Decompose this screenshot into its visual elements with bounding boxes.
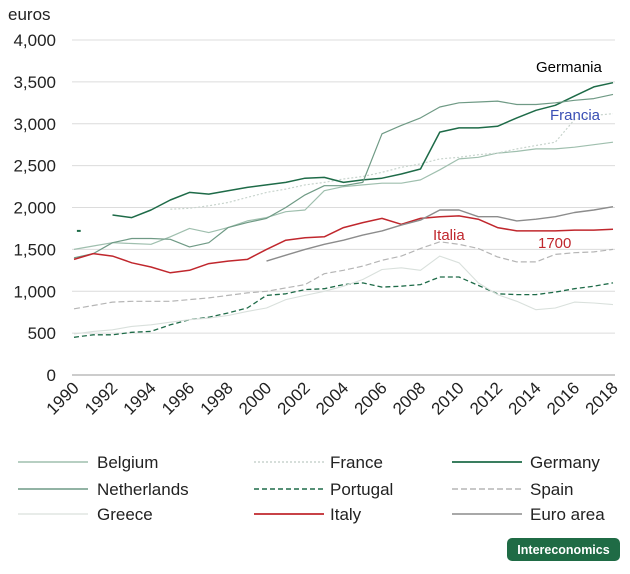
y-tick-label: 4,000	[13, 31, 56, 50]
series-line-netherlands	[73, 93, 614, 259]
legend-label: Portugal	[330, 480, 393, 499]
brand-badge: Intereconomics	[507, 538, 620, 561]
y-tick-label: 500	[28, 324, 56, 343]
y-axis-label: euros	[8, 5, 51, 24]
legend: Belgium France Germany Netherlands Portugal S…	[18, 453, 605, 524]
legend-label: Italy	[330, 505, 362, 524]
annotation-label: Germania	[536, 59, 603, 76]
x-tick-label: 1998	[197, 378, 237, 418]
x-axis-tick-labels: 1990199219941996199820002002200420062008…	[43, 378, 622, 418]
x-tick-label: 2008	[389, 378, 429, 418]
legend-label: Belgium	[97, 453, 158, 472]
x-tick-label: 2010	[428, 378, 468, 418]
y-tick-label: 1,500	[13, 240, 56, 259]
x-tick-label: 1992	[81, 378, 121, 418]
x-tick-label: 2012	[466, 378, 506, 418]
series-line-portugal	[73, 276, 614, 338]
legend-label: Euro area	[530, 505, 605, 524]
legend-label: Netherlands	[97, 480, 189, 499]
series-line-euro-area	[266, 206, 614, 262]
series-line-spain	[73, 241, 614, 310]
series-line-germany	[112, 81, 614, 219]
x-tick-label: 2016	[543, 378, 583, 418]
annotation-label: Italia	[433, 227, 465, 244]
x-tick-label: 2004	[312, 378, 352, 418]
annotation-label: 1700	[538, 235, 571, 252]
legend-label: Germany	[530, 453, 600, 472]
gridlines	[72, 39, 615, 376]
series-line-greece	[73, 255, 614, 335]
y-tick-label: 0	[47, 366, 56, 385]
series-line-france	[170, 113, 614, 210]
x-tick-label: 1996	[158, 378, 198, 418]
series-line-belgium	[73, 141, 614, 250]
legend-label: Greece	[97, 505, 153, 524]
x-tick-label: 2018	[582, 378, 622, 418]
y-tick-label: 2,000	[13, 199, 56, 218]
y-tick-label: 3,000	[13, 115, 56, 134]
legend-label: Spain	[530, 480, 573, 499]
legend-label: France	[330, 453, 383, 472]
x-tick-label: 1994	[120, 378, 160, 418]
y-tick-label: 3,500	[13, 73, 56, 92]
y-tick-label: 1,000	[13, 282, 56, 301]
x-tick-label: 2002	[274, 378, 314, 418]
y-tick-label: 2,500	[13, 157, 56, 176]
x-tick-label: 2006	[351, 378, 391, 418]
annotation-label: Francia	[550, 107, 601, 124]
series-line-italy	[73, 215, 614, 274]
annotations: Germania Francia Italia 1700	[433, 59, 603, 252]
y-axis-tick-labels: 0 500 1,000 1,500 2,000 2,500 3,000 3,500 4,000	[13, 31, 56, 385]
series-lines	[73, 81, 614, 338]
x-tick-label: 2014	[505, 378, 545, 418]
x-tick-label: 2000	[235, 378, 275, 418]
